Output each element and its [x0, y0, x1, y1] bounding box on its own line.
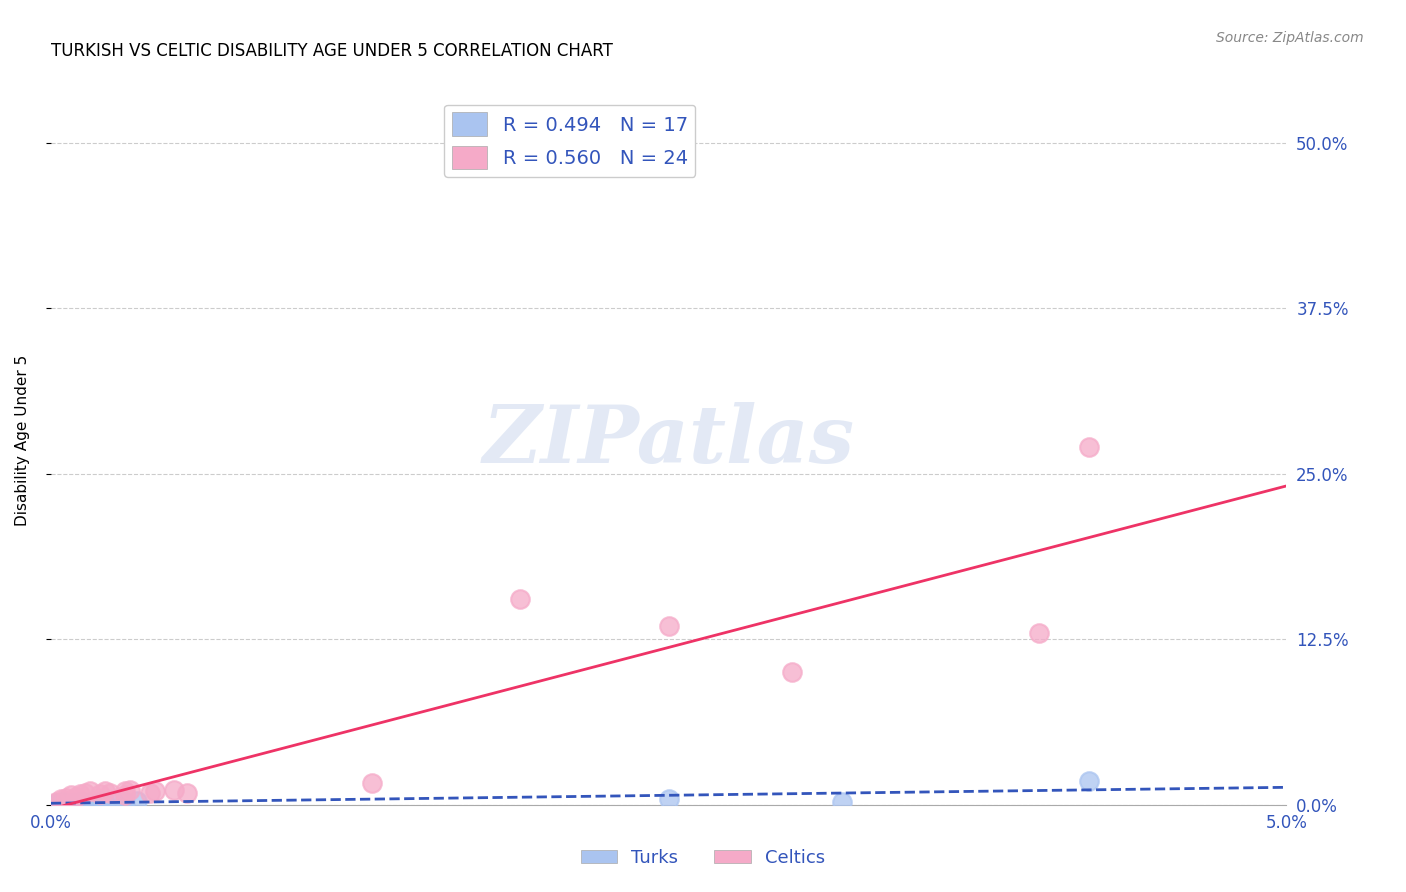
Point — [780, 665, 803, 680]
Point — [45, 797, 67, 811]
Point — [658, 792, 681, 806]
Point — [127, 794, 149, 808]
Point — [1077, 773, 1099, 788]
Point — [143, 784, 166, 798]
Point — [1028, 625, 1050, 640]
Point — [176, 786, 198, 800]
Text: ZIPatlas: ZIPatlas — [482, 402, 855, 479]
Point — [49, 792, 72, 806]
Point — [69, 787, 91, 801]
Point — [509, 592, 531, 607]
Point — [138, 786, 160, 800]
Point — [163, 783, 186, 797]
Y-axis label: Disability Age Under 5: Disability Age Under 5 — [15, 355, 30, 526]
Point — [65, 797, 87, 811]
Point — [831, 795, 853, 809]
Point — [59, 797, 82, 811]
Point — [361, 776, 384, 790]
Point — [94, 797, 117, 811]
Point — [101, 794, 124, 808]
Point — [118, 783, 141, 797]
Point — [94, 784, 117, 798]
Point — [45, 795, 67, 809]
Text: Source: ZipAtlas.com: Source: ZipAtlas.com — [1216, 31, 1364, 45]
Legend: Turks, Celtics: Turks, Celtics — [574, 842, 832, 874]
Point — [89, 787, 111, 801]
Point — [77, 797, 100, 811]
Point — [114, 795, 136, 809]
Point — [65, 789, 87, 804]
Point — [658, 619, 681, 633]
Point — [114, 789, 136, 803]
Point — [69, 795, 91, 809]
Point — [98, 786, 121, 800]
Text: TURKISH VS CELTIC DISABILITY AGE UNDER 5 CORRELATION CHART: TURKISH VS CELTIC DISABILITY AGE UNDER 5… — [51, 42, 613, 60]
Point — [79, 784, 101, 798]
Point — [52, 795, 75, 809]
Point — [46, 797, 69, 811]
Point — [89, 795, 111, 809]
Point — [75, 786, 97, 800]
Point — [55, 791, 77, 805]
Point — [59, 789, 82, 803]
Point — [56, 797, 79, 811]
Point — [72, 795, 94, 809]
Point — [1077, 440, 1099, 454]
Legend: R = 0.494   N = 17, R = 0.560   N = 24: R = 0.494 N = 17, R = 0.560 N = 24 — [444, 104, 696, 178]
Point — [114, 784, 136, 798]
